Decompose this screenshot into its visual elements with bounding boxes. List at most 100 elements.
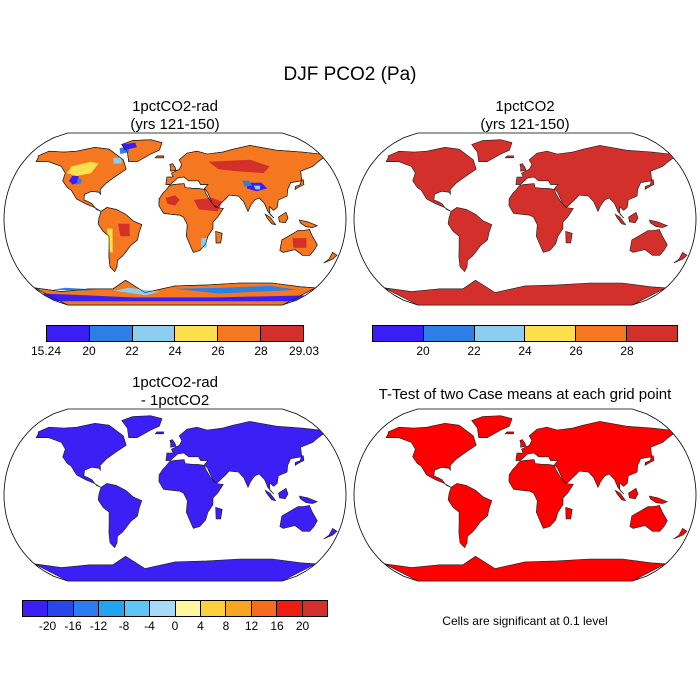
colorbar-panel-3: -20 -16 -12 -8 -4 0 4 8 12 16 20 xyxy=(0,600,350,640)
coast-madagascar xyxy=(215,230,223,244)
land-nz xyxy=(323,527,338,540)
colorbar-swatch xyxy=(47,326,90,341)
coast-australia xyxy=(279,229,318,256)
value-region-17 xyxy=(175,285,298,294)
land-nz xyxy=(673,251,688,264)
coast-borneo xyxy=(278,211,289,224)
colorbar-tick-label: 24 xyxy=(168,344,182,358)
value-region-8 xyxy=(165,195,180,206)
land-africa xyxy=(158,459,224,529)
value-region-12 xyxy=(106,228,113,253)
panel4-title: T-Test of two Case means at each grid po… xyxy=(355,386,695,404)
panel2-title: 1pctCO2 (yrs 121-150) xyxy=(395,98,655,134)
colorbar-swatch xyxy=(525,326,577,341)
value-region-11 xyxy=(253,185,261,190)
coast-samerica xyxy=(97,207,143,273)
land-eurasia xyxy=(165,421,324,495)
land-africa xyxy=(508,459,574,529)
coast-nz xyxy=(323,251,338,264)
land-uk xyxy=(169,439,177,448)
colorbar-swatch xyxy=(218,326,262,341)
land-namerica xyxy=(385,146,477,212)
land-sumatra xyxy=(264,489,277,502)
value-region-7 xyxy=(193,198,223,212)
land-greenland xyxy=(121,415,163,438)
map-panel-1 xyxy=(3,132,347,306)
colorbar-swatch xyxy=(423,326,475,341)
colorbar-tick-label: 26 xyxy=(211,344,225,358)
colorbar-strip xyxy=(22,600,328,617)
land-antarctica xyxy=(384,555,667,582)
colorbar-swatch xyxy=(576,326,628,341)
colorbar-tick-label: -16 xyxy=(64,619,82,633)
land-madagascar xyxy=(565,230,573,244)
colorbar-tick-label: 29.03 xyxy=(288,344,320,358)
colorbar-tick-label: 4 xyxy=(197,619,204,633)
land-sumatra xyxy=(614,213,627,226)
value-region-3 xyxy=(113,157,122,164)
land-greenland xyxy=(471,139,513,162)
panel1-title-line1: 1pctCO2-rad xyxy=(132,98,218,115)
colorbar-tick-label: -20 xyxy=(38,619,57,633)
land-iceland xyxy=(154,431,164,435)
value-region-5 xyxy=(121,142,137,151)
significance-note: Cells are significant at 0.1 level xyxy=(442,614,608,628)
land-madagascar xyxy=(215,506,223,520)
colorbar-swatch xyxy=(150,601,176,616)
colorbar-tick-label: 12 xyxy=(244,619,259,633)
colorbar-tick-label: -12 xyxy=(89,619,108,633)
colorbar-tick-label: 8 xyxy=(222,619,230,633)
land-madagascar xyxy=(565,506,573,520)
land-uk xyxy=(519,439,527,448)
colorbar-strip xyxy=(372,325,678,342)
coast-iceland xyxy=(154,155,164,159)
value-region-0 xyxy=(67,161,99,176)
colorbar-tick-label: 0 xyxy=(171,619,179,633)
land-samerica xyxy=(447,207,493,273)
land-iceland xyxy=(504,155,514,159)
colorbar-tick-label: 28 xyxy=(254,344,268,358)
land-antarctica xyxy=(34,555,317,582)
value-region-14 xyxy=(200,238,207,248)
colorbar-swatch xyxy=(175,326,219,341)
coast-greenland xyxy=(121,139,163,162)
value-region-10 xyxy=(242,180,252,187)
land-japan xyxy=(644,179,655,190)
value-region-19 xyxy=(52,287,99,291)
value-region-16 xyxy=(114,287,160,296)
map-panel-2 xyxy=(353,132,697,306)
land-iceland xyxy=(504,431,514,435)
colorbar-swatch xyxy=(627,326,677,341)
map-panel-4 xyxy=(353,408,697,582)
colorbar-swatch xyxy=(277,601,303,616)
panel3-title-line1: 1pctCO2-rad xyxy=(132,374,218,391)
colorbar-swatch xyxy=(474,326,526,341)
land-africa xyxy=(508,183,574,253)
panel2-title-line2: (yrs 121-150) xyxy=(480,116,570,133)
map-panel-3 xyxy=(3,408,347,582)
value-region-18 xyxy=(41,293,306,302)
value-region-15 xyxy=(292,238,307,248)
colorbar-strip xyxy=(46,325,304,342)
land-greenland xyxy=(471,415,513,438)
land-newguinea xyxy=(298,495,319,504)
land-japan xyxy=(294,455,305,466)
land-samerica xyxy=(97,483,143,549)
figure-title: DJF PCO2 (Pa) xyxy=(283,64,417,85)
land-namerica xyxy=(35,422,127,488)
land-australia xyxy=(279,505,318,532)
coast-eurasia xyxy=(165,145,324,219)
colorbar-swatch xyxy=(175,601,201,616)
coast-africa xyxy=(158,183,224,253)
colorbar-swatch xyxy=(373,326,424,341)
land-namerica xyxy=(385,422,477,488)
colorbar-tick-label: 16 xyxy=(270,619,284,633)
colorbar-tick-label: 24 xyxy=(518,344,532,358)
colorbar-swatch xyxy=(124,601,151,616)
colorbar-swatch xyxy=(251,601,278,616)
land-eurasia xyxy=(515,145,674,219)
colorbar-tick-label: 20 xyxy=(295,619,310,633)
colorbar-swatch xyxy=(23,601,49,616)
land-antarctica xyxy=(384,279,667,306)
colorbar-tick-label: -8 xyxy=(118,619,130,633)
